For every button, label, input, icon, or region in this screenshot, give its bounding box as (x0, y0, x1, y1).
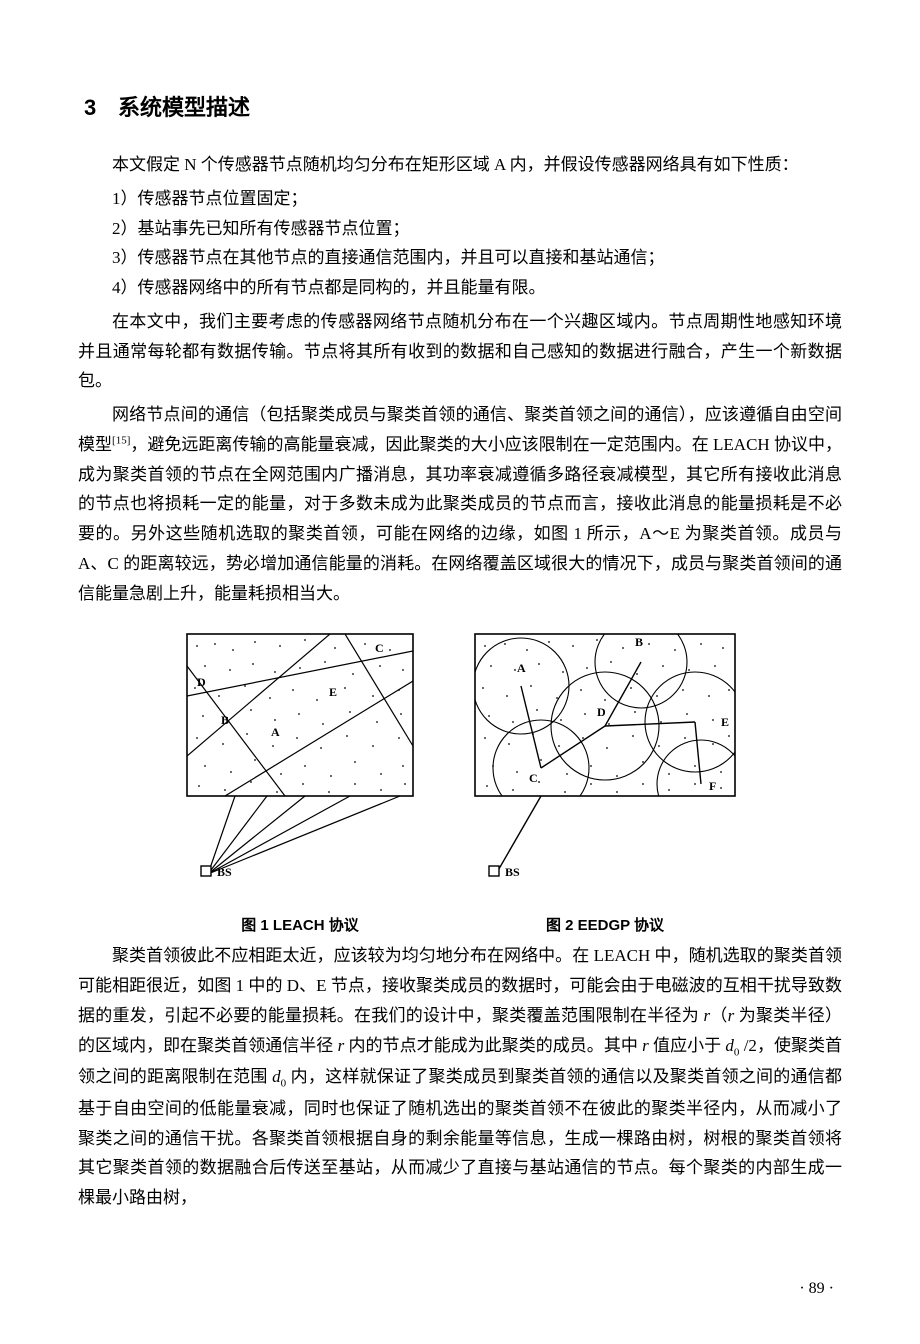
svg-text:A: A (517, 661, 526, 675)
list-item: 4）传感器网络中的所有节点都是同构的，并且能量有限。 (78, 273, 842, 303)
para-4: 聚类首领彼此不应相距太近，应该较为均匀地分布在网络中。在 LEACH 中，随机选… (78, 941, 842, 1213)
svg-text:C: C (529, 771, 538, 785)
list-item: 1）传感器节点位置固定； (78, 184, 842, 214)
svg-text:B: B (221, 713, 229, 727)
figure-1-caption: 图 1 LEACH 协议 (241, 914, 359, 935)
section-title: 系统模型描述 (118, 95, 250, 120)
svg-text:C: C (375, 641, 384, 655)
page-number: · 89 · (799, 1280, 834, 1298)
section-number: 3 (84, 95, 118, 121)
citation-15: [15] (112, 434, 130, 446)
figure-2-svg: A B C D E F BS (465, 626, 745, 896)
svg-text:D: D (597, 705, 606, 719)
figure-2-caption: 图 2 EEDGP 协议 (546, 914, 664, 935)
figure-1: A B C D E BS 图 1 LEACH 协议 (175, 626, 425, 935)
figure-2: A B C D E F BS 图 2 EEDGP 协议 (465, 626, 745, 935)
para-3: 网络节点间的通信（包括聚类成员与聚类首领的通信、聚类首领之间的通信），应该遵循自… (78, 400, 842, 608)
svg-text:A: A (271, 725, 280, 739)
svg-text:D: D (197, 675, 206, 689)
figure-1-svg: A B C D E BS (175, 626, 425, 896)
svg-text:BS: BS (505, 865, 520, 879)
list-item: 3）传感器节点在其他节点的直接通信范围内，并且可以直接和基站通信； (78, 243, 842, 273)
svg-text:E: E (329, 685, 337, 699)
figures-row: A B C D E BS 图 1 LEACH 协议 A B C D E F BS 图 2 EEDGP … (78, 626, 842, 935)
para-2: 在本文中，我们主要考虑的传感器网络节点随机分布在一个兴趣区域内。节点周期性地感知… (78, 307, 842, 396)
para-intro: 本文假定 N 个传感器节点随机均匀分布在矩形区域 A 内，并假设传感器网络具有如… (78, 150, 842, 180)
para3-post: ，避免远距离传输的高能量衰减，因此聚类的大小应该限制在一定范围内。在 LEACH… (78, 435, 842, 603)
svg-text:B: B (635, 635, 643, 649)
svg-text:E: E (721, 715, 729, 729)
svg-text:BS: BS (217, 865, 232, 879)
svg-text:F: F (709, 779, 716, 793)
section-heading: 3系统模型描述 (84, 90, 842, 122)
list-item: 2）基站事先已知所有传感器节点位置； (78, 214, 842, 244)
assumption-list: 1）传感器节点位置固定； 2）基站事先已知所有传感器节点位置； 3）传感器节点在… (78, 184, 842, 303)
